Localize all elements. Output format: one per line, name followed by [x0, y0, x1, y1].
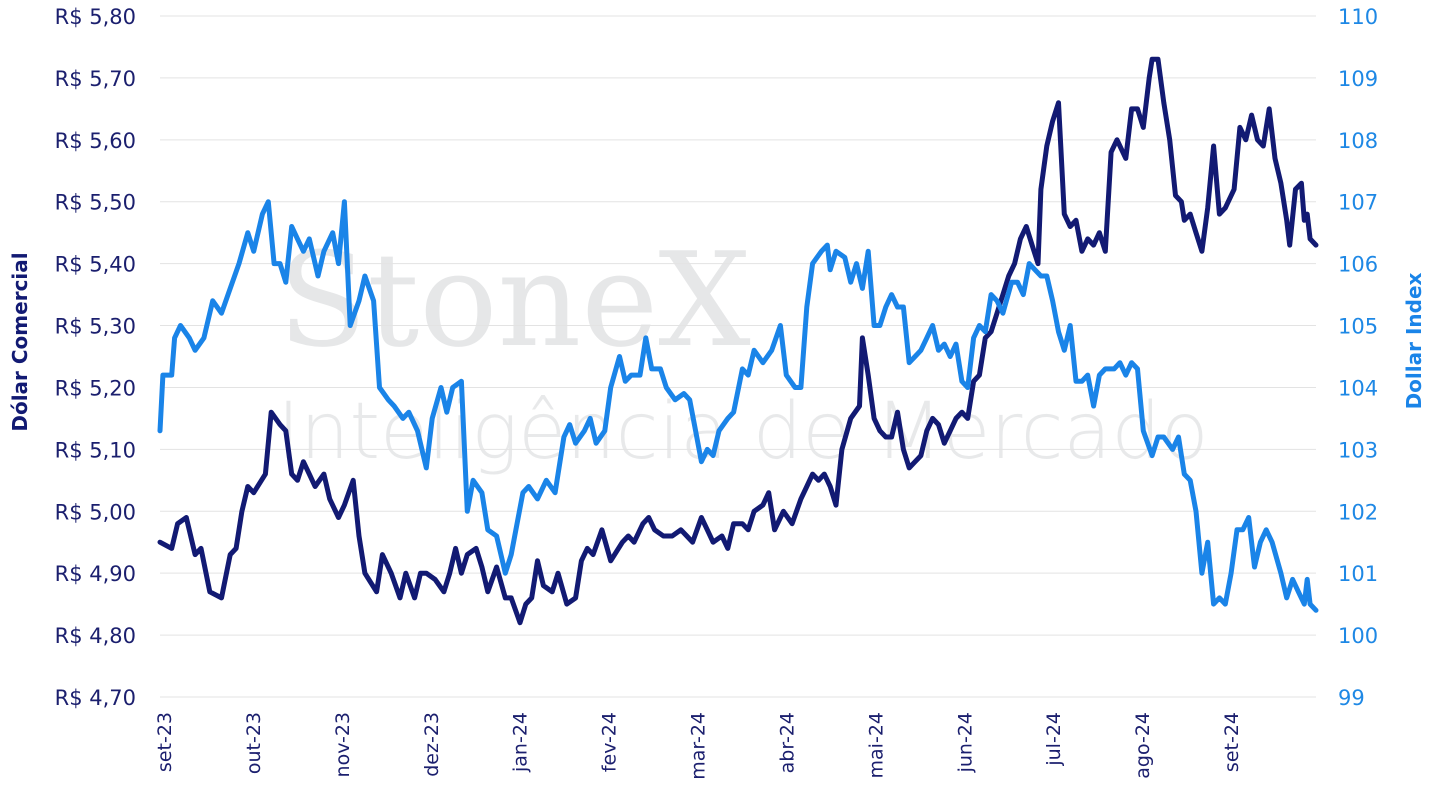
left-axis-tick-labels: R$ 4,70 R$ 4,80 R$ 4,90 R$ 5,00 R$ 5,10 R$ 5,…	[55, 5, 136, 710]
x-tick-label: jul-24	[1043, 712, 1065, 767]
left-tick-label: R$ 5,60	[55, 129, 136, 153]
x-tick-label: jan-24	[510, 712, 532, 773]
series-group	[157, 56, 1319, 626]
left-tick-label: R$ 4,70	[55, 686, 136, 710]
x-tick-label: mar-24	[688, 712, 710, 780]
x-tick-label: nov-23	[332, 712, 354, 777]
x-tick-label: set-23	[154, 712, 176, 772]
dollar-index-line	[157, 199, 1319, 613]
right-tick-label: 101	[1338, 562, 1378, 586]
right-tick-label: 108	[1338, 129, 1378, 153]
x-tick-label: mai-24	[865, 712, 887, 778]
x-axis-tick-labels: set-23 out-23 nov-23 dez-23 jan-24 fev-24 mar-…	[154, 712, 1243, 780]
dolar-comercial-line	[157, 56, 1319, 626]
left-tick-label: R$ 5,00	[55, 500, 136, 524]
right-tick-label: 107	[1338, 191, 1378, 215]
right-tick-label: 106	[1338, 253, 1378, 277]
x-tick-label: abr-24	[776, 712, 798, 773]
left-tick-label: R$ 5,10	[55, 438, 136, 462]
right-tick-label: 103	[1338, 438, 1378, 462]
right-tick-label: 110	[1338, 5, 1378, 29]
right-axis-tick-labels: 99 100 101 102 103 104 105 106 107 108 109 110	[1338, 5, 1378, 710]
left-tick-label: R$ 4,80	[55, 624, 136, 648]
left-tick-label: R$ 5,50	[55, 191, 136, 215]
right-axis-title: Dollar Index	[1402, 272, 1426, 409]
left-tick-label: R$ 5,80	[55, 5, 136, 29]
right-tick-label: 100	[1338, 624, 1378, 648]
right-tick-label: 102	[1338, 500, 1378, 524]
x-tick-label: ago-24	[1132, 712, 1154, 779]
right-tick-label: 109	[1338, 67, 1378, 91]
gridlines	[160, 15, 1316, 698]
left-axis-title: Dólar Comercial	[8, 252, 32, 431]
x-tick-label: out-23	[243, 712, 265, 774]
x-tick-label: jun-24	[954, 712, 976, 773]
x-tick-label: dez-23	[421, 712, 443, 777]
right-tick-label: 105	[1338, 315, 1378, 339]
left-tick-label: R$ 5,70	[55, 67, 136, 91]
watermark: StoneX Inteligência de Mercado	[277, 224, 1209, 477]
x-tick-label: fev-24	[599, 712, 621, 772]
left-tick-label: R$ 4,90	[55, 562, 136, 586]
left-tick-label: R$ 5,40	[55, 253, 136, 277]
right-tick-label: 104	[1338, 376, 1378, 400]
x-tick-label: set-24	[1221, 712, 1243, 772]
left-tick-label: R$ 5,30	[55, 315, 136, 339]
left-tick-label: R$ 5,20	[55, 376, 136, 400]
right-tick-label: 99	[1338, 686, 1365, 710]
